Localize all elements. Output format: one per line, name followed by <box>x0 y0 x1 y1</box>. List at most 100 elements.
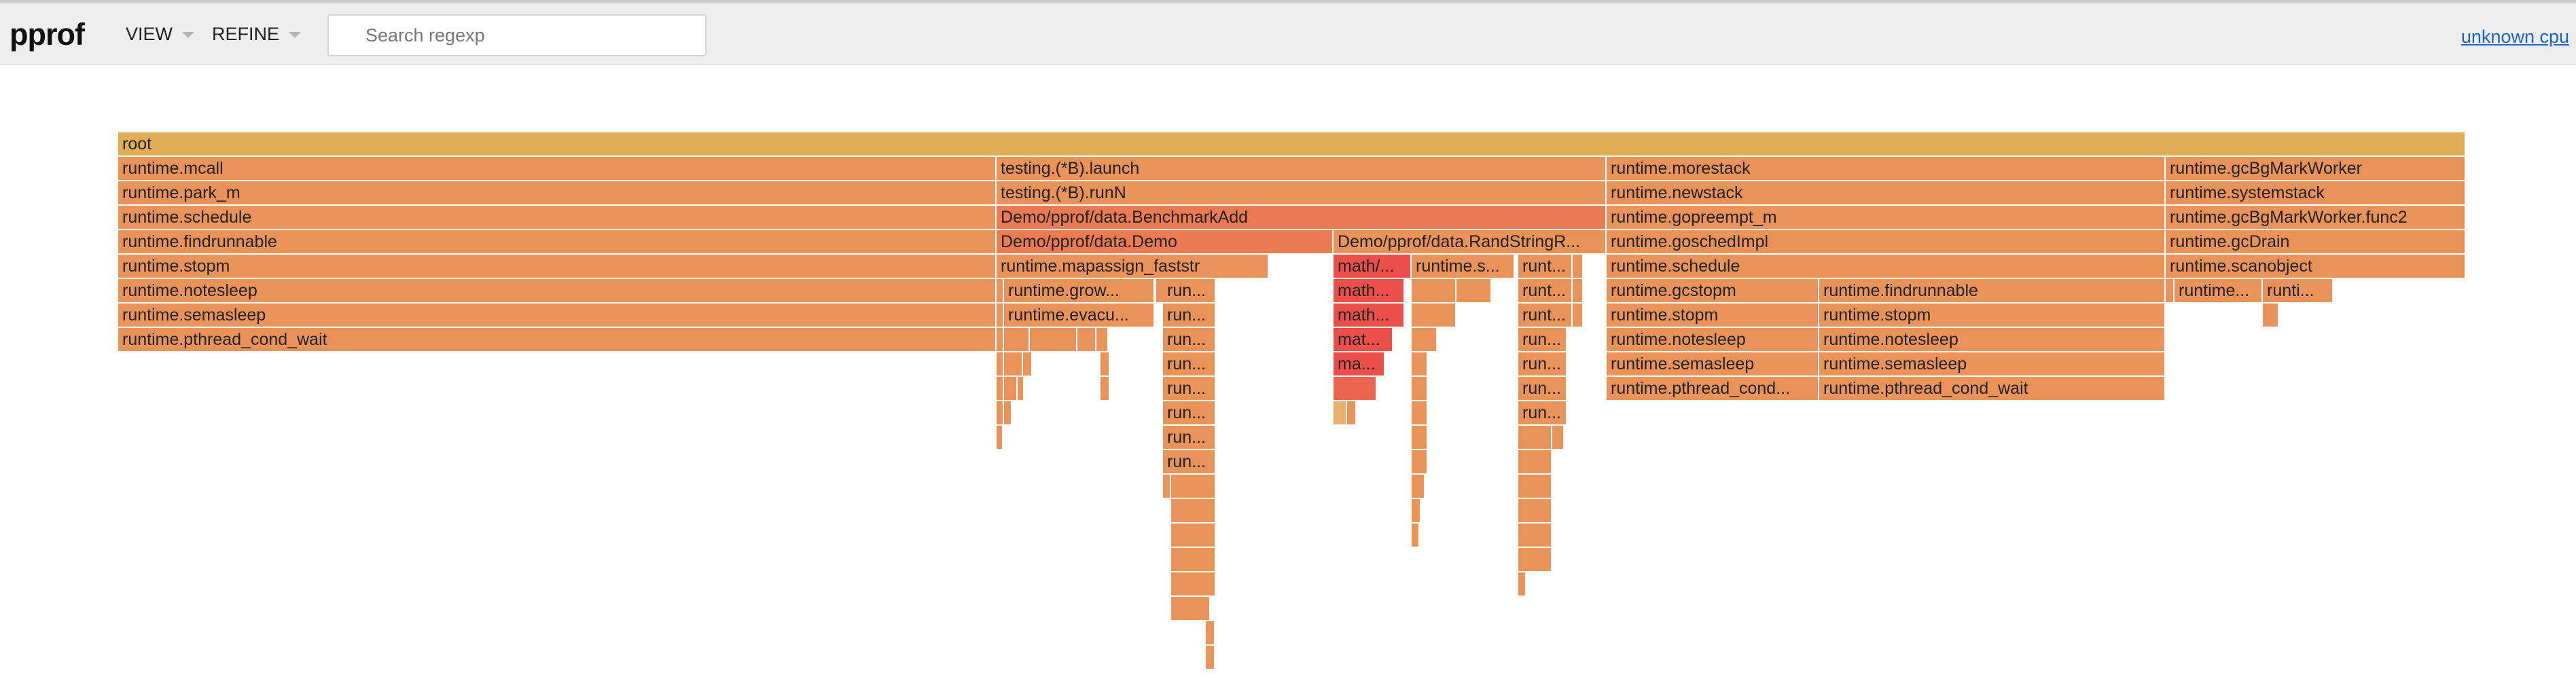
flame-frame[interactable]: runtime.notesleep <box>118 279 997 302</box>
flame-frame[interactable] <box>1334 401 1347 424</box>
view-menu[interactable]: VIEW <box>126 24 195 45</box>
flame-frame[interactable] <box>1412 328 1437 351</box>
flame-frame[interactable]: run... <box>1163 352 1216 375</box>
flame-frame[interactable]: runtime.evacu... <box>1004 304 1155 327</box>
flame-frame[interactable]: runtime.gcBgMarkWorker.func2 <box>2166 206 2466 229</box>
flame-frame[interactable]: runtime.goschedImpl <box>1607 230 2166 253</box>
flame-frame[interactable]: runtime.findrunnable <box>118 230 997 253</box>
flame-frame[interactable]: testing.(*B).launch <box>997 157 1607 180</box>
flame-frame[interactable]: Demo/pprof/data.Demo <box>997 230 1334 253</box>
cpu-link[interactable]: unknown cpu <box>2461 26 2569 47</box>
flame-frame[interactable] <box>1077 328 1096 351</box>
refine-menu[interactable]: REFINE <box>212 24 302 45</box>
flame-frame[interactable] <box>2263 304 2279 327</box>
flame-frame[interactable] <box>1412 352 1428 375</box>
flame-frame[interactable]: run... <box>1163 304 1216 327</box>
flame-frame[interactable] <box>1004 352 1023 375</box>
flame-frame[interactable] <box>1018 377 1024 400</box>
flame-frame[interactable] <box>1347 401 1357 424</box>
flame-frame[interactable]: run... <box>1163 328 1216 351</box>
flame-frame[interactable] <box>1552 426 1564 449</box>
flame-frame[interactable]: math/... <box>1334 255 1412 278</box>
flame-frame[interactable] <box>1412 304 1456 327</box>
flame-frame[interactable]: runtime... <box>2175 279 2263 302</box>
flame-frame[interactable]: run... <box>1518 352 1567 375</box>
flame-frame[interactable]: Demo/pprof/data.RandStringR... <box>1334 230 1607 253</box>
flame-frame[interactable] <box>1334 377 1377 400</box>
flame-frame[interactable]: math... <box>1334 279 1405 302</box>
flame-frame[interactable]: runtime.pthread_cond_wait <box>1819 377 2166 400</box>
flame-frame[interactable]: root <box>118 132 2466 155</box>
flame-frame[interactable]: runtime.notesleep <box>1607 328 1819 351</box>
flame-frame[interactable] <box>1101 377 1110 400</box>
flame-frame[interactable]: run... <box>1163 450 1216 473</box>
flame-frame[interactable] <box>1412 426 1428 449</box>
flame-frame[interactable] <box>1096 328 1109 351</box>
flame-frame[interactable] <box>1412 499 1421 522</box>
search-input[interactable] <box>329 16 705 55</box>
flame-frame[interactable]: runtime.mapassign_faststr <box>997 255 1269 278</box>
flame-frame[interactable] <box>1456 279 1492 302</box>
flame-frame[interactable]: run... <box>1163 377 1216 400</box>
flame-frame[interactable]: runti... <box>2263 279 2333 302</box>
flame-frame[interactable]: runtime.newstack <box>1607 181 2166 204</box>
flame-frame[interactable]: runtime.schedule <box>118 206 997 229</box>
flame-frame[interactable] <box>1412 401 1428 424</box>
flame-frame[interactable] <box>1412 475 1425 498</box>
flame-frame[interactable]: runtime.grow... <box>1004 279 1155 302</box>
flame-frame[interactable]: run... <box>1163 401 1216 424</box>
flame-frame[interactable] <box>1518 524 1552 547</box>
flame-frame[interactable]: runtime.pthread_cond... <box>1607 377 1819 400</box>
flame-frame[interactable] <box>1004 401 1012 424</box>
flame-frame[interactable]: runtime.semasleep <box>118 304 997 327</box>
flame-frame[interactable] <box>1171 524 1216 547</box>
flame-frame[interactable]: run... <box>1163 279 1216 302</box>
flame-frame[interactable]: run... <box>1163 426 1216 449</box>
flame-frame[interactable]: runtime.morestack <box>1607 157 2166 180</box>
flame-frame[interactable] <box>997 304 1004 327</box>
flame-frame[interactable] <box>997 328 1004 351</box>
flame-frame[interactable] <box>1518 572 1526 595</box>
flame-frame[interactable] <box>1573 304 1584 327</box>
flame-frame[interactable] <box>1412 377 1428 400</box>
flame-frame[interactable]: Demo/pprof/data.BenchmarkAdd <box>997 206 1607 229</box>
search-box[interactable] <box>327 14 706 56</box>
flame-frame[interactable]: runtime.stopm <box>1607 304 1819 327</box>
flame-frame[interactable]: runt... <box>1518 255 1573 278</box>
flame-frame[interactable] <box>1171 499 1216 522</box>
flame-frame[interactable] <box>1171 475 1216 498</box>
flame-frame[interactable] <box>1518 475 1552 498</box>
flame-frame[interactable]: runtime.systemstack <box>2166 181 2466 204</box>
flame-frame[interactable] <box>1518 450 1552 473</box>
flame-frame[interactable] <box>1518 499 1552 522</box>
flame-frame[interactable]: runtime.semasleep <box>1819 352 2166 375</box>
flame-frame[interactable]: mat... <box>1334 328 1393 351</box>
flame-frame[interactable] <box>1206 621 1215 644</box>
flame-frame[interactable] <box>997 352 1004 375</box>
flame-frame[interactable] <box>2166 279 2175 302</box>
flame-frame[interactable]: runt... <box>1518 279 1573 302</box>
flame-frame[interactable]: runtime.pthread_cond_wait <box>118 328 997 351</box>
flame-frame[interactable] <box>997 279 1004 302</box>
flame-frame[interactable] <box>1573 279 1584 302</box>
flame-frame[interactable]: runtime.schedule <box>1607 255 2166 278</box>
flame-frame[interactable] <box>1412 450 1428 473</box>
flame-frame[interactable]: runtime.notesleep <box>1819 328 2166 351</box>
flame-frame[interactable] <box>1171 572 1216 595</box>
flame-frame[interactable]: math... <box>1334 304 1405 327</box>
flame-frame[interactable]: run... <box>1518 377 1567 400</box>
flame-frame[interactable]: runtime.s... <box>1412 255 1515 278</box>
flame-frame[interactable] <box>1171 597 1211 620</box>
flame-frame[interactable]: runtime.gcBgMarkWorker <box>2166 157 2466 180</box>
flame-frame[interactable]: runtime.park_m <box>118 181 997 204</box>
flame-frame[interactable]: runtime.stopm <box>118 255 997 278</box>
flame-frame[interactable] <box>1518 548 1552 571</box>
flame-frame[interactable] <box>1101 352 1110 375</box>
flame-frame[interactable]: runtime.scanobject <box>2166 255 2466 278</box>
flame-frame[interactable]: runt... <box>1518 304 1573 327</box>
flame-frame[interactable] <box>1171 548 1216 571</box>
flame-frame[interactable] <box>1412 279 1456 302</box>
flame-frame[interactable] <box>1163 475 1171 498</box>
flame-frame[interactable] <box>1004 377 1018 400</box>
flame-frame[interactable]: runtime.gcstopm <box>1607 279 1819 302</box>
